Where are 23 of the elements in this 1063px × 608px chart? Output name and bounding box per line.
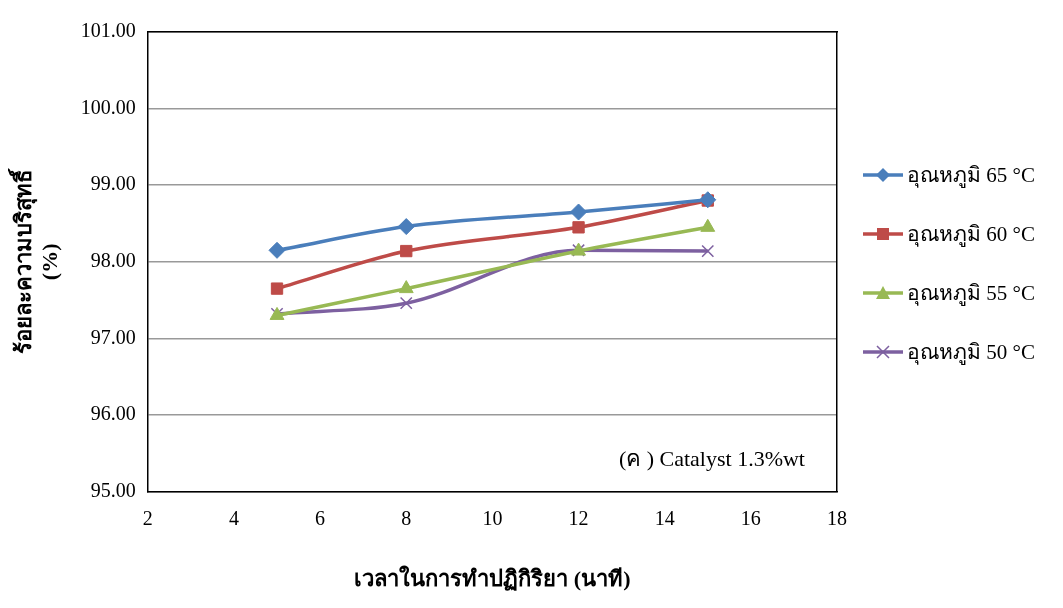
y-tick-label: 96.00	[90, 402, 136, 425]
x-tick-label: 8	[401, 506, 412, 529]
x-tick-label: 14	[654, 506, 675, 529]
y-tick-label: 95.00	[90, 478, 136, 501]
y-tick-label: 99.00	[90, 172, 136, 195]
x-tick-label: 4	[228, 506, 239, 529]
y-tick-label: 100.00	[80, 95, 136, 118]
x-tick-label: 16	[740, 506, 761, 529]
x-tick-label: 12	[568, 506, 589, 529]
y-tick-label: 101.00	[80, 19, 136, 42]
annotation: (ค ) Catalyst 1.3%wt	[618, 446, 805, 472]
x-axis-title: เวลาในการทำปฏิกิริยา (นาที)	[354, 565, 631, 592]
y-axis-title: ร้อยละความบริสุทธิ์ (%)	[6, 167, 63, 354]
y-tick-label: 97.00	[90, 325, 136, 348]
x-tick-label: 10	[482, 506, 503, 529]
x-tick-label: 18	[827, 506, 847, 529]
legend-label: อุณหภูมิ 55 °C	[907, 280, 1035, 308]
x-tick-label: 2	[142, 506, 153, 529]
legend-label: อุณหภูมิ 65 °C	[907, 162, 1035, 190]
legend-label: อุณหภูมิ 60 °C	[907, 221, 1035, 249]
x-tick-label: 6	[315, 506, 326, 529]
legend-label: อุณหภูมิ 50 °C	[907, 339, 1035, 367]
y-tick-label: 98.00	[90, 249, 136, 272]
